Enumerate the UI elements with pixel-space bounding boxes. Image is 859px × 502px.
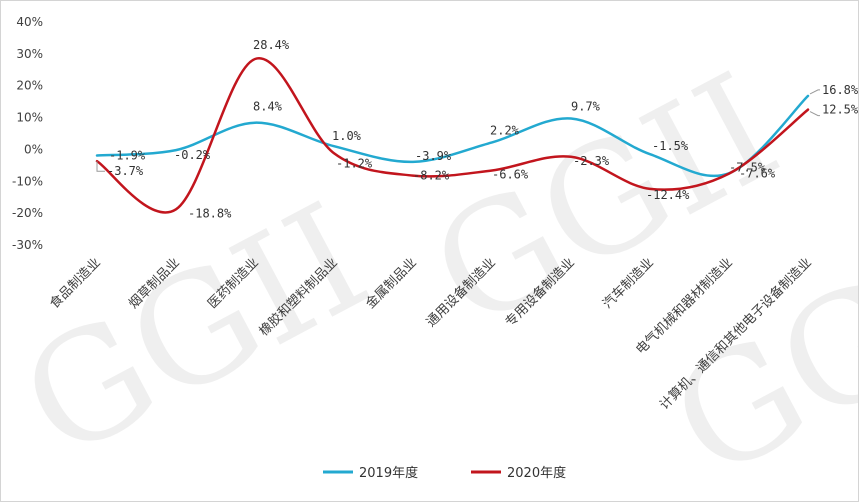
data-label: -12.4% [646, 188, 690, 202]
y-tick-label: 40% [16, 15, 43, 29]
data-label: 8.4% [253, 100, 283, 114]
data-label: -6.6% [492, 167, 529, 181]
y-tick-label: -30% [12, 238, 43, 252]
data-label: -2.3% [573, 154, 610, 168]
legend-item-2: 2020年度 [471, 465, 566, 481]
data-label: -8.2% [413, 169, 450, 183]
data-label: -7.6% [739, 167, 776, 181]
data-label: -3.7% [107, 164, 144, 178]
legend-label: 2020年度 [507, 465, 566, 481]
series-layer [95, 57, 810, 214]
leader-line [809, 89, 820, 95]
legend: 2019年度 2020年度 [323, 465, 566, 481]
data-label: -3.9% [415, 149, 452, 163]
leader-line [96, 161, 105, 172]
data-label: 28.4% [253, 38, 290, 52]
data-label: -18.8% [188, 206, 232, 220]
y-tick-label: -10% [12, 174, 43, 188]
leader-line [809, 111, 820, 117]
data-label: -1.5% [652, 139, 689, 153]
data-label: -0.2% [174, 148, 211, 162]
data-label: -1.2% [336, 156, 373, 170]
series-line-1 [95, 94, 810, 178]
data-label: 12.5% [822, 103, 858, 117]
y-tick-label: 30% [16, 47, 43, 61]
legend-label: 2019年度 [359, 465, 418, 481]
data-label-layer: -1.9% -0.2% 8.4% 1.0% -3.9% 2.2% 9.7% -1.5% -7.5… [96, 38, 858, 220]
series-line-2 [95, 57, 810, 214]
y-tick-label: -20% [12, 206, 43, 220]
y-tick-label: 0% [24, 142, 43, 156]
data-label: 1.0% [332, 129, 362, 143]
data-label: -7.5% [729, 160, 766, 174]
data-label: -1.9% [109, 148, 146, 162]
y-tick-label: 20% [16, 79, 43, 93]
y-tick-label: 10% [16, 111, 43, 125]
legend-item-1: 2019年度 [323, 465, 418, 481]
data-label: 2.2% [490, 123, 520, 137]
data-label: 9.7% [571, 100, 601, 114]
data-label: 16.8% [822, 83, 858, 97]
